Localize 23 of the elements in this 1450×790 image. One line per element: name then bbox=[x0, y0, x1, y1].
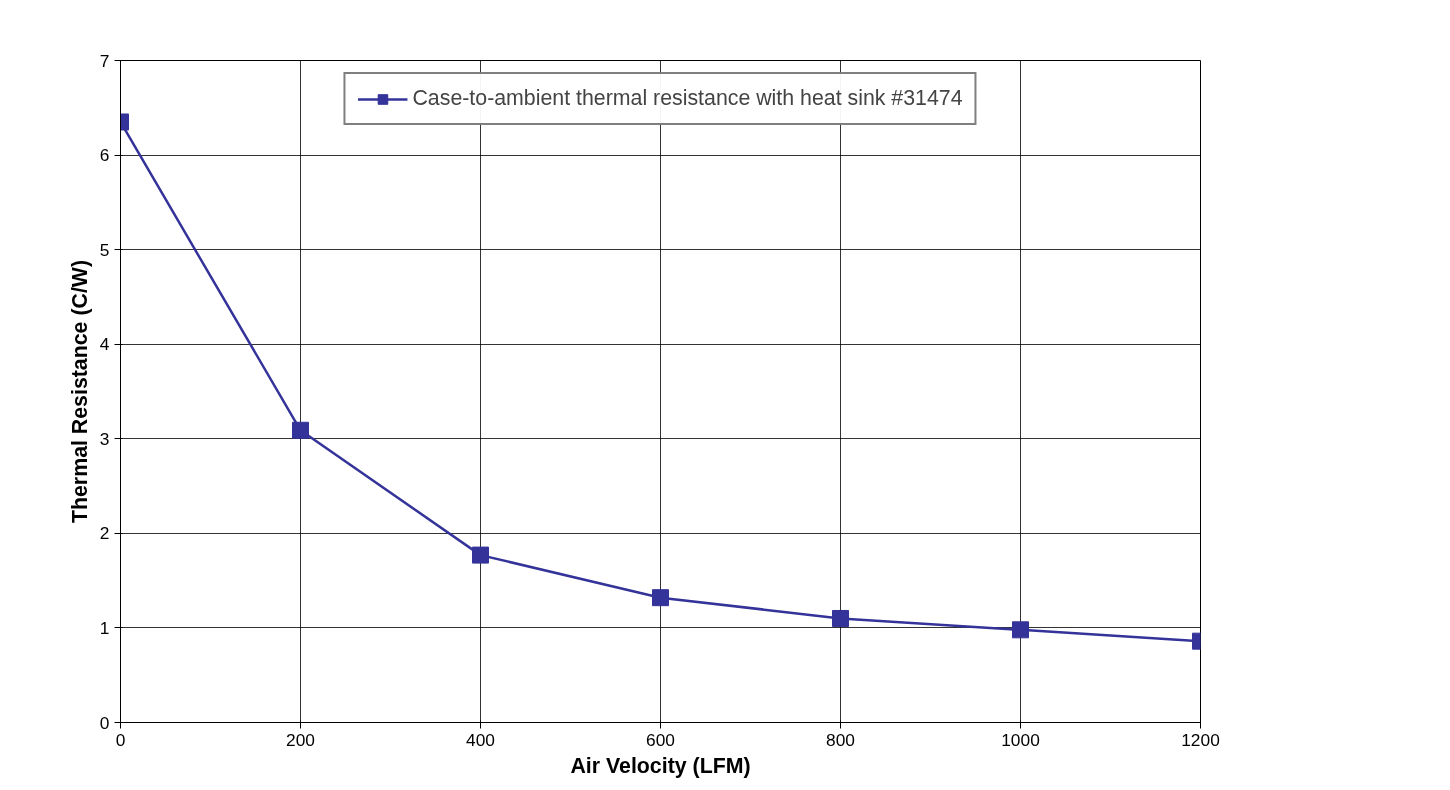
x-tick-label: 1000 bbox=[1001, 729, 1040, 750]
y-axis-title: Thermal Resistance (C/W) bbox=[67, 259, 92, 524]
x-tick-label: 600 bbox=[646, 729, 675, 750]
point bbox=[1012, 621, 1029, 639]
y-tick-label: 1 bbox=[99, 617, 110, 638]
y-tick-label: 4 bbox=[99, 334, 110, 355]
x-tick-label: 400 bbox=[466, 729, 495, 750]
point bbox=[472, 546, 489, 564]
y-tick-label: 5 bbox=[99, 239, 110, 260]
x-tick-label: 800 bbox=[826, 729, 855, 750]
y-tick-label: 6 bbox=[99, 145, 110, 166]
x-tick-label: 0 bbox=[115, 729, 126, 750]
x-tick-label: 1200 bbox=[1181, 729, 1220, 750]
legend-label: Case-to-ambient thermal resistance with heat sink #31474 bbox=[412, 86, 963, 111]
point bbox=[292, 421, 309, 439]
point bbox=[832, 609, 849, 627]
y-tick-label: 7 bbox=[99, 50, 110, 71]
y-tick-label: 2 bbox=[99, 523, 110, 544]
y-tick-label: 3 bbox=[99, 428, 110, 449]
x-tick-label: 200 bbox=[286, 729, 315, 750]
y-tick-label: 0 bbox=[99, 712, 110, 733]
point bbox=[652, 589, 669, 607]
x-axis-title: Air Velocity (LFM) bbox=[570, 753, 751, 778]
